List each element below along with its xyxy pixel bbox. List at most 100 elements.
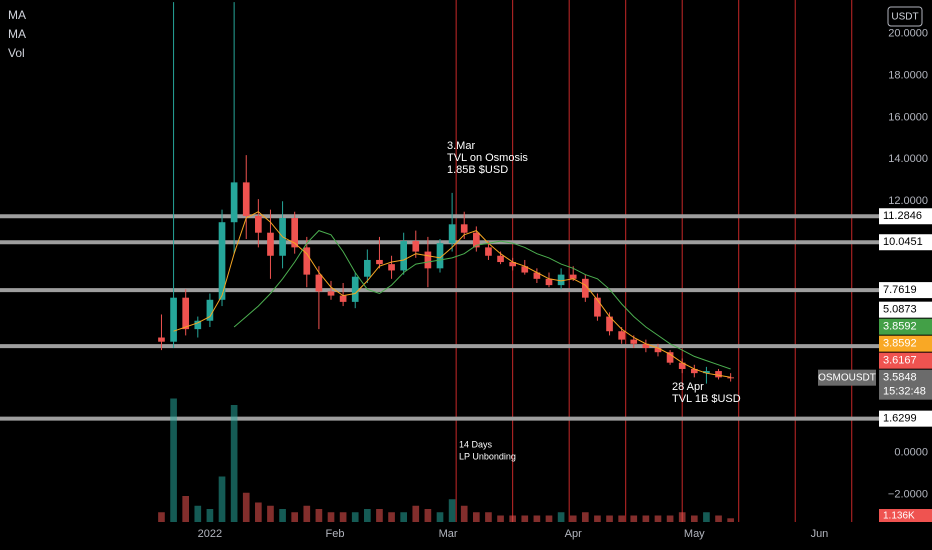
price-label: 7.7619 [883, 284, 917, 296]
symbol-label: OSMOUSDT [818, 372, 876, 383]
candle-body [194, 320, 202, 330]
volume-bar [279, 509, 286, 522]
price-label: 3.5848 [883, 372, 917, 384]
volume-bar [594, 515, 601, 522]
volume-bar [545, 515, 553, 522]
x-tick-label: Jun [811, 528, 829, 540]
ma-line [173, 211, 731, 378]
candle-body [509, 262, 516, 267]
volume-bar [242, 492, 250, 522]
candle-body [303, 247, 311, 275]
volume-bar [291, 512, 299, 522]
candle-body [594, 297, 601, 317]
candle-body [218, 222, 226, 300]
price-label-box [879, 318, 932, 335]
volume-bar [509, 515, 516, 522]
candle-body [230, 182, 238, 223]
volume-bar [581, 512, 589, 522]
volume-bar [497, 515, 504, 522]
candle-body [400, 241, 407, 271]
volume-bar [606, 515, 613, 522]
price-label-box [879, 410, 932, 427]
candle-body [473, 232, 480, 248]
annotation: 28 Apr [672, 381, 704, 393]
annotation: 3.Mar [447, 140, 475, 152]
volume-bar [182, 496, 190, 522]
y-tick-label: −2.0000 [888, 489, 928, 501]
volume-bar [618, 515, 625, 522]
volume-bar [521, 515, 529, 522]
candle-body [376, 259, 383, 265]
candle-body [242, 182, 250, 216]
volume-bar [533, 515, 541, 522]
candle-body [448, 224, 456, 244]
volume-bar [448, 499, 456, 522]
ma-line [233, 230, 731, 370]
price-label: 10.0451 [883, 236, 923, 248]
annotation: 14 Days [459, 439, 493, 449]
symbol-box [818, 369, 876, 386]
volume-bar [557, 512, 565, 522]
annotation: TVL 1B $USD [672, 393, 741, 405]
candle-body [727, 377, 734, 379]
y-tick-label: 14.0000 [888, 153, 928, 165]
legend-entry: Vol [8, 46, 25, 60]
y-tick-label: 20.0000 [888, 27, 928, 39]
price-label: 3.6167 [883, 355, 917, 367]
candle-body [485, 247, 492, 256]
candle-body [206, 299, 214, 321]
volume-bar [678, 512, 686, 522]
volume-bar [436, 512, 444, 522]
price-label: 3.8592 [883, 321, 917, 333]
candle-body [618, 331, 625, 340]
candle-body [690, 368, 698, 374]
volume-bar [206, 509, 214, 522]
candle-body [436, 243, 444, 269]
price-label-box [879, 282, 932, 299]
candle-body [158, 337, 165, 342]
x-tick-label: Feb [326, 528, 345, 540]
candle-body [267, 232, 274, 256]
candle-body [642, 343, 650, 348]
volume-bar [255, 502, 262, 522]
volume-label: 1.136K [883, 511, 915, 522]
plot-area [0, 0, 880, 522]
volume-bar [485, 512, 492, 522]
annotation: 1.85B $USD [447, 164, 508, 176]
volume-bar [218, 476, 226, 522]
candle-body [703, 371, 710, 374]
volume-bar [339, 512, 347, 522]
x-tick-label: Apr [565, 528, 582, 540]
volume-bar [170, 398, 177, 522]
volume-bar [315, 509, 323, 522]
y-tick-label: 18.0000 [888, 69, 928, 81]
price-label: 5.0873 [883, 304, 917, 316]
candle-body [291, 218, 299, 248]
volume-bar [690, 515, 698, 522]
y-tick-label: 0.0000 [894, 447, 928, 459]
candle-body [170, 297, 177, 342]
countdown: 15:32:48 [883, 386, 926, 398]
price-label: 1.6299 [883, 413, 917, 425]
volume-bar [388, 512, 395, 522]
candle-body [339, 295, 347, 302]
volume-bar [327, 512, 335, 522]
price-label: 11.2846 [883, 210, 922, 222]
volume-bar [376, 509, 383, 522]
price-label-box [879, 369, 932, 400]
candle-body [255, 215, 262, 233]
currency-box [887, 6, 923, 27]
candle-body [327, 291, 335, 296]
volume-bar [642, 515, 650, 522]
volume-bar [715, 515, 722, 522]
volume-bar [569, 515, 577, 522]
price-label-box [879, 352, 932, 369]
currency-label: USDT [891, 12, 918, 23]
volume-bar [412, 505, 420, 522]
candle-body [678, 362, 686, 369]
volume-bar [267, 505, 274, 522]
volume-bar [654, 515, 662, 522]
candle-body [569, 274, 577, 279]
candle-body [388, 264, 395, 271]
x-tick-label: Mar [439, 528, 458, 540]
